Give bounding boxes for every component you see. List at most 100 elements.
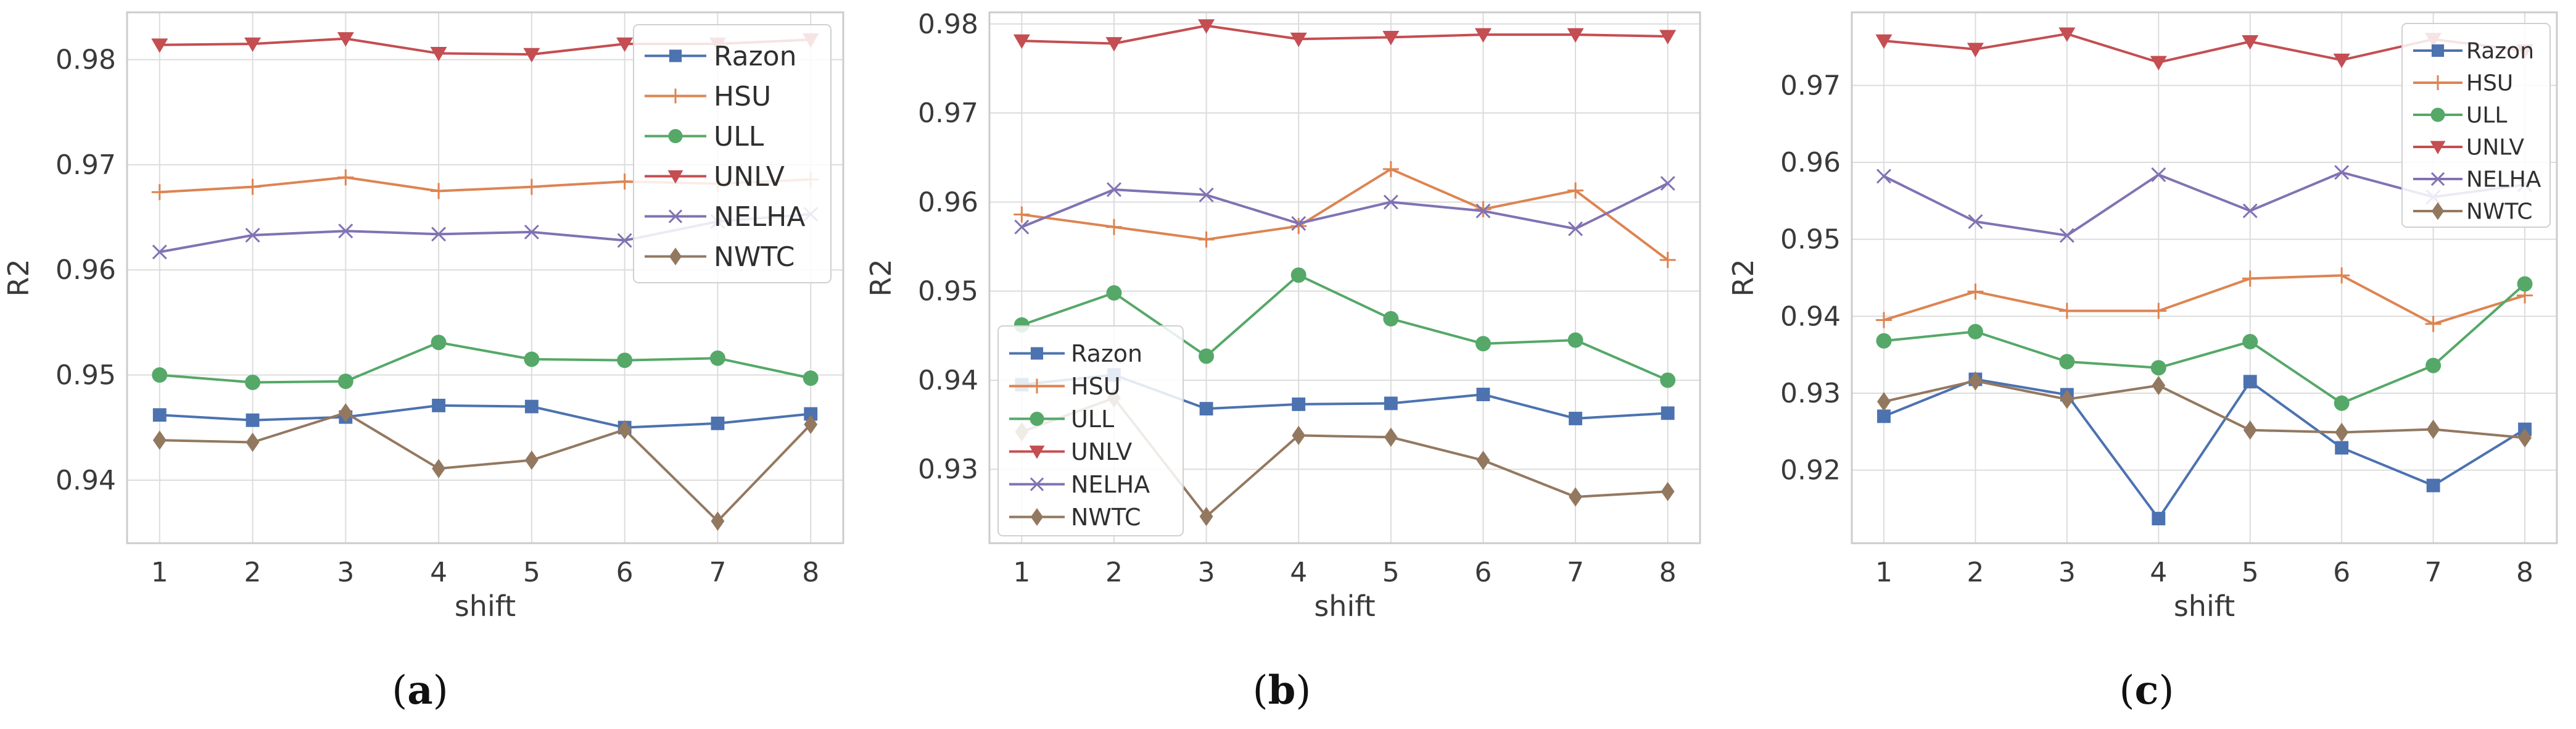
data-point-nwtc <box>2426 419 2440 439</box>
x-axis-title: shift <box>2174 589 2235 623</box>
data-point-nelha <box>2242 203 2258 219</box>
series-line-razon <box>159 404 811 429</box>
data-point-unlv <box>1382 31 1400 46</box>
data-point-nwtc <box>2060 389 2074 409</box>
x-tick-label: 2 <box>244 557 262 588</box>
data-point-hsu <box>1659 252 1676 269</box>
data-point-ull <box>1290 267 1307 283</box>
x-tick-label: 8 <box>2516 557 2533 588</box>
data-point-unlv <box>1659 30 1677 44</box>
x-axis-title: shift <box>455 589 516 623</box>
panel-caption: (c) <box>2120 667 2174 714</box>
data-point-razon <box>1199 402 1213 416</box>
data-point-unlv <box>616 37 634 52</box>
data-point-ull <box>709 350 725 366</box>
x-tick-label: 3 <box>2058 557 2076 588</box>
data-point-nwtc <box>2335 422 2349 443</box>
legend: Razon HSU ULL UNLV NELHA NWTC <box>997 325 1184 536</box>
data-point-razon <box>2335 441 2349 455</box>
data-point-nwtc <box>1877 392 1891 412</box>
data-point-ull <box>1876 333 1892 349</box>
data-point-ull <box>2517 276 2533 292</box>
y-axis-title: R2 <box>1727 259 1760 296</box>
data-point-nwtc <box>1384 427 1398 447</box>
data-point-ull <box>1383 310 1399 327</box>
legend-label-ull: ULL <box>2466 103 2507 128</box>
data-point-razon <box>1661 406 1675 420</box>
data-point-nwtc <box>524 450 539 470</box>
y-tick-label: 0.94 <box>1780 301 1841 332</box>
legend-label-nwtc: NWTC <box>2466 199 2533 225</box>
data-point-razon <box>804 407 818 421</box>
data-point-nwtc <box>1968 371 1983 391</box>
series-line-nwtc <box>159 411 812 523</box>
plot-frame <box>1851 11 2558 544</box>
data-point-unlv <box>1290 32 1307 48</box>
y-tick-label: 0.98 <box>918 9 978 40</box>
data-point-ull <box>2334 395 2350 411</box>
data-point-unlv <box>1474 28 1492 43</box>
series-line-unlv <box>1022 24 1668 45</box>
legend-label-razon: Razon <box>714 41 796 72</box>
series-line-hsu <box>1022 167 1669 261</box>
legend-marker-nwtc <box>2431 202 2445 220</box>
data-point-nwtc <box>2518 428 2532 448</box>
legend-marker-nelha <box>1030 477 1044 491</box>
x-tick-label: 7 <box>709 557 726 588</box>
data-point-unlv <box>244 37 262 52</box>
data-point-razon <box>1292 397 1306 411</box>
data-point-nwtc <box>2243 420 2257 440</box>
y-tick-label: 0.94 <box>56 465 116 496</box>
data-point-unlv <box>2333 53 2350 69</box>
data-point-nwtc <box>1569 487 1582 507</box>
legend-label-nelha: NELHA <box>1071 471 1150 498</box>
legend-box <box>2401 23 2551 228</box>
series-nwtc <box>1877 371 2532 448</box>
x-tick-label: 1 <box>1875 557 1893 588</box>
data-point-hsu <box>1967 283 1984 300</box>
data-point-razon <box>1569 412 1582 425</box>
data-point-nwtc <box>152 430 167 450</box>
data-point-hsu <box>2425 315 2442 332</box>
data-point-nelha <box>2059 228 2074 243</box>
chart-panel-a: 0.94 0.95 0.96 0.97 0.98 1 2 3 4 5 6 7 8 shift R2 Razon… <box>2 11 844 714</box>
x-tick-label: 6 <box>616 557 634 588</box>
data-point-nelha <box>1291 215 1307 231</box>
y-tick-label: 0.93 <box>918 454 978 485</box>
data-point-ull <box>1567 332 1583 348</box>
y-tick-label: 0.96 <box>1780 147 1841 178</box>
legend-marker-nelha <box>2430 172 2445 186</box>
data-point-nelha <box>1568 221 1583 236</box>
legend-label-nwtc: NWTC <box>714 241 795 273</box>
data-point-razon <box>1877 409 1891 423</box>
legend-label-nelha: NELHA <box>2466 167 2541 193</box>
data-point-razon <box>1384 396 1398 410</box>
data-point-razon <box>152 408 167 422</box>
data-point-nelha <box>2334 165 2350 180</box>
data-point-razon <box>432 398 446 412</box>
data-point-nwtc <box>2152 375 2166 396</box>
panel-caption: (a) <box>392 667 448 714</box>
data-point-ull <box>152 367 168 383</box>
data-point-nelha <box>338 223 353 239</box>
data-point-nelha <box>1876 169 1891 184</box>
legend-marker-razon <box>1030 347 1044 360</box>
series-line-nelha <box>1021 182 1669 230</box>
series-ull <box>1876 276 2533 411</box>
legend-marker-unlv <box>2430 141 2446 154</box>
series-line-nwtc <box>1883 380 2525 439</box>
x-tick-label: 6 <box>1474 557 1492 588</box>
x-tick-label: 8 <box>1659 557 1677 588</box>
data-point-ull <box>1475 336 1491 352</box>
data-point-razon <box>711 416 725 430</box>
legend-label-unlv: UNLV <box>2466 135 2524 160</box>
data-point-unlv <box>1567 28 1584 43</box>
data-point-hsu <box>2242 270 2258 287</box>
plot-frame <box>126 11 844 544</box>
series-hsu <box>1875 267 2533 332</box>
data-point-ull <box>2425 357 2442 373</box>
data-point-unlv <box>151 38 168 53</box>
data-point-hsu <box>1013 206 1030 223</box>
data-point-unlv <box>1198 19 1215 34</box>
